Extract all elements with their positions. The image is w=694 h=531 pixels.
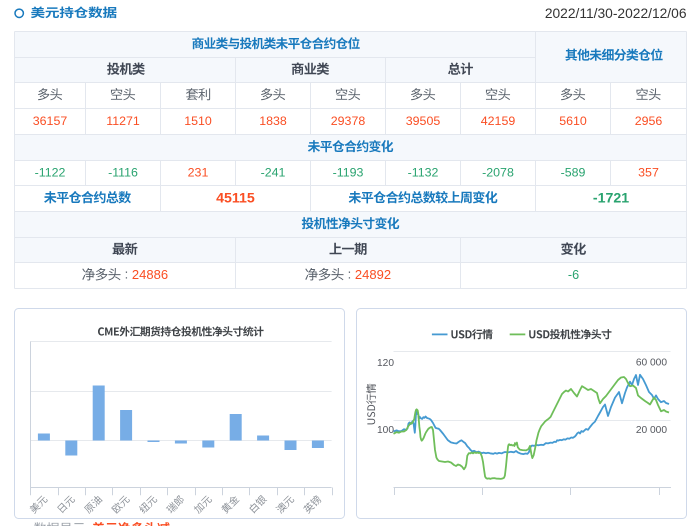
svg-text:231: 231 bbox=[188, 165, 209, 179]
svg-text:36157: 36157 bbox=[33, 114, 68, 128]
svg-text:2022/11/30-2022/12/06: 2022/11/30-2022/12/06 bbox=[545, 6, 687, 21]
svg-text:39505: 39505 bbox=[406, 114, 441, 128]
svg-text::: : bbox=[348, 267, 352, 282]
svg-text:-1122: -1122 bbox=[35, 165, 66, 179]
svg-text:24886: 24886 bbox=[132, 267, 168, 282]
svg-text:11271: 11271 bbox=[106, 114, 140, 128]
svg-text:60 000: 60 000 bbox=[636, 358, 667, 369]
svg-text:-1116: -1116 bbox=[108, 165, 138, 179]
svg-text:-1132: -1132 bbox=[408, 165, 439, 179]
svg-text:-6: -6 bbox=[568, 268, 579, 282]
svg-text:1838: 1838 bbox=[259, 114, 287, 128]
svg-text:-1721: -1721 bbox=[593, 191, 629, 207]
svg-text:120: 120 bbox=[377, 358, 394, 369]
svg-text:100: 100 bbox=[377, 425, 394, 436]
svg-text:20 000: 20 000 bbox=[636, 425, 667, 436]
svg-text:29378: 29378 bbox=[331, 114, 366, 128]
svg-text:-2078: -2078 bbox=[482, 165, 514, 179]
svg-text:42159: 42159 bbox=[481, 114, 516, 128]
svg-text:-589: -589 bbox=[561, 165, 586, 179]
svg-text:-241: -241 bbox=[261, 165, 286, 179]
svg-text:1510: 1510 bbox=[184, 114, 212, 128]
svg-text::: : bbox=[125, 267, 129, 282]
svg-text:5610: 5610 bbox=[559, 114, 587, 128]
svg-text:-1193: -1193 bbox=[333, 165, 364, 179]
svg-text:357: 357 bbox=[638, 165, 659, 179]
svg-text:24892: 24892 bbox=[355, 267, 391, 282]
svg-text:2956: 2956 bbox=[635, 114, 663, 128]
svg-text:45115: 45115 bbox=[216, 191, 255, 207]
